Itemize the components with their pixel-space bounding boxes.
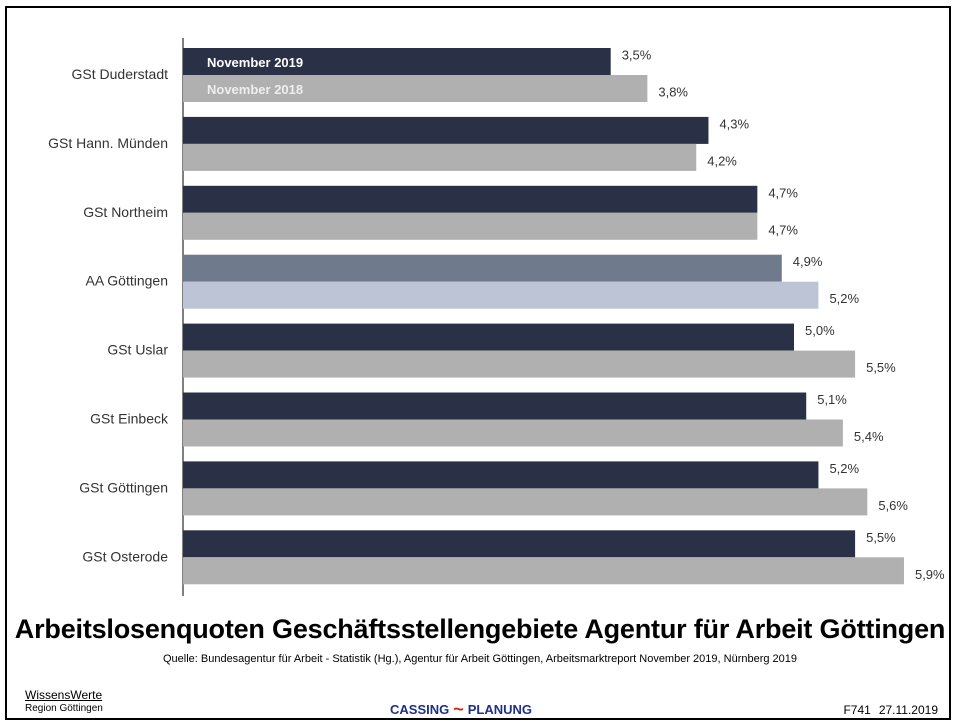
data-label: 5,2%: [829, 461, 859, 476]
category-label: GSt Einbeck: [90, 411, 169, 427]
data-label: 4,2%: [707, 153, 737, 168]
data-label: 5,6%: [878, 498, 908, 513]
brand-region: Region Göttingen: [25, 703, 103, 714]
bar-2019: [183, 530, 856, 558]
bar-2018: [183, 557, 904, 585]
data-label: 4,9%: [793, 254, 823, 269]
category-label: GSt Uslar: [107, 342, 168, 358]
bar-2018: [183, 419, 843, 447]
bar-2018: [183, 350, 856, 378]
bar-2019: [183, 461, 819, 489]
data-label: 5,1%: [817, 392, 847, 407]
category-label: AA Göttingen: [85, 273, 168, 289]
chart-title: Arbeitslosenquoten Geschäftsstellengebie…: [14, 614, 946, 644]
logo-left-text: CASSING: [390, 701, 450, 717]
slide-code: F741 27.11.2019: [843, 703, 938, 717]
bar-2018: [183, 281, 819, 309]
data-label: 4,7%: [768, 185, 798, 200]
bar-2018: [183, 212, 758, 240]
bar-2019: [183, 323, 794, 351]
data-label: 4,3%: [719, 116, 749, 131]
bar-2018: [183, 488, 868, 516]
category-label: GSt Northeim: [83, 204, 168, 220]
data-label: 3,8%: [658, 85, 688, 100]
data-label: 5,2%: [829, 291, 859, 306]
bar-2018: [183, 75, 648, 102]
slide-number: F741: [843, 703, 871, 717]
legend-entry: November 2018: [207, 82, 303, 97]
data-label: 5,5%: [866, 530, 896, 545]
bar-2019: [183, 392, 807, 420]
logo-right-text: PLANUNG: [467, 701, 533, 717]
bar-2019: [183, 48, 611, 75]
legend-entry: November 2019: [207, 55, 303, 70]
data-label: 4,7%: [768, 222, 798, 237]
source-note: Quelle: Bundesagentur für Arbeit - Stati…: [162, 653, 798, 665]
data-label: 3,5%: [622, 48, 652, 63]
bar-chart: GSt Duderstadt 3,5% 3,8% GSt Hann. Münden 4,…: [48, 38, 945, 596]
slide-date: 27.11.2019: [878, 703, 938, 717]
cassing-planung-logo: CASSING ~ PLANUNG: [390, 700, 532, 718]
bar-2019: [183, 185, 758, 213]
bar-2019: [183, 254, 782, 282]
brand-name: WissensWerte: [25, 688, 103, 702]
category-label: GSt Osterode: [82, 548, 168, 564]
category-label: GSt Hann. Münden: [48, 135, 168, 151]
data-label: 5,0%: [805, 323, 835, 338]
data-label: 5,9%: [915, 567, 945, 582]
wave-icon: ~: [453, 699, 464, 719]
category-label: GSt Duderstadt: [72, 66, 169, 82]
bar-2019: [183, 116, 709, 144]
data-label: 5,5%: [866, 360, 896, 375]
category-label: GSt Göttingen: [79, 479, 168, 495]
data-label: 5,4%: [854, 429, 884, 444]
bar-2018: [183, 143, 697, 171]
